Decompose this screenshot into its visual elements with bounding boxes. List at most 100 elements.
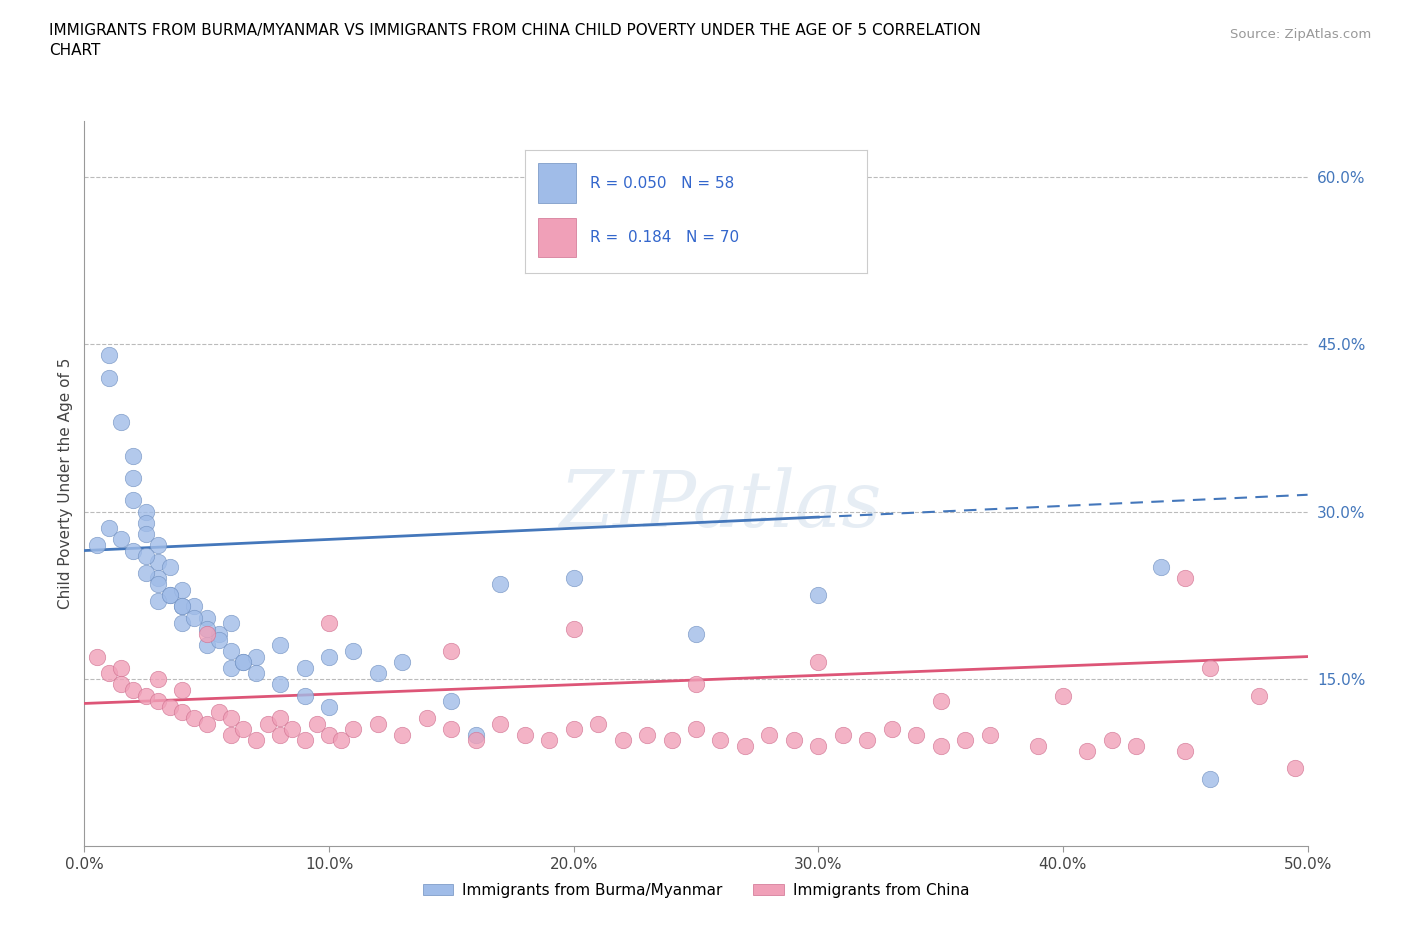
Point <box>929 738 952 753</box>
Point <box>232 655 254 670</box>
Point <box>110 660 132 675</box>
Point <box>245 649 267 664</box>
Point <box>612 733 634 748</box>
Point <box>464 733 486 748</box>
Point <box>146 577 169 591</box>
Point <box>342 722 364 737</box>
Point <box>195 627 218 642</box>
Point <box>269 711 291 725</box>
Point <box>330 733 353 748</box>
Point <box>636 727 658 742</box>
Point <box>586 716 609 731</box>
Point <box>146 571 169 586</box>
Point <box>172 582 194 597</box>
Point <box>219 660 242 675</box>
Point <box>219 644 242 658</box>
Point <box>122 493 145 508</box>
Point <box>219 616 242 631</box>
Point <box>342 644 364 658</box>
Point <box>122 471 145 485</box>
Y-axis label: Child Poverty Under the Age of 5: Child Poverty Under the Age of 5 <box>58 358 73 609</box>
Point <box>1198 772 1220 787</box>
Point <box>318 727 340 742</box>
Point <box>807 655 830 670</box>
Point <box>110 532 132 547</box>
Point <box>208 627 231 642</box>
Point <box>208 705 231 720</box>
Point <box>232 722 254 737</box>
Point <box>122 448 145 463</box>
Point <box>183 599 205 614</box>
Point <box>172 705 194 720</box>
Point <box>440 644 463 658</box>
Point <box>513 727 536 742</box>
Point <box>464 727 486 742</box>
Point <box>1052 688 1074 703</box>
Point <box>489 716 512 731</box>
Point <box>257 716 280 731</box>
Point <box>783 733 806 748</box>
Point <box>172 599 194 614</box>
Point <box>305 716 328 731</box>
Point <box>318 616 340 631</box>
Point <box>269 677 291 692</box>
Point <box>979 727 1001 742</box>
Point <box>146 593 169 608</box>
Point <box>856 733 879 748</box>
Point <box>86 538 108 552</box>
Point <box>135 688 157 703</box>
Point <box>146 694 169 709</box>
Point <box>159 699 181 714</box>
Point <box>195 621 218 636</box>
Point <box>685 677 707 692</box>
Point <box>734 738 756 753</box>
Point <box>183 711 205 725</box>
Point <box>146 671 169 686</box>
Point <box>146 554 169 569</box>
Point <box>318 649 340 664</box>
Point <box>1150 560 1173 575</box>
Point <box>391 727 413 742</box>
Point <box>831 727 853 742</box>
Point <box>367 666 389 681</box>
Point <box>294 733 316 748</box>
Point <box>97 666 120 681</box>
Point <box>219 711 242 725</box>
Point <box>1174 571 1197 586</box>
Point <box>110 677 132 692</box>
Point <box>122 543 145 558</box>
Point <box>159 588 181 603</box>
Text: Source: ZipAtlas.com: Source: ZipAtlas.com <box>1230 28 1371 41</box>
Point <box>97 348 120 363</box>
Point <box>146 538 169 552</box>
Point <box>440 694 463 709</box>
Point <box>929 694 952 709</box>
Point <box>245 666 267 681</box>
Point <box>232 655 254 670</box>
Point <box>1076 744 1098 759</box>
Point <box>1101 733 1123 748</box>
Point <box>807 588 830 603</box>
Point <box>135 526 157 541</box>
Point <box>391 655 413 670</box>
Point <box>159 588 181 603</box>
Point <box>208 632 231 647</box>
Point <box>318 699 340 714</box>
Point <box>562 571 585 586</box>
Text: IMMIGRANTS FROM BURMA/MYANMAR VS IMMIGRANTS FROM CHINA CHILD POVERTY UNDER THE A: IMMIGRANTS FROM BURMA/MYANMAR VS IMMIGRA… <box>49 23 981 58</box>
Point <box>1028 738 1050 753</box>
Text: ZIPatlas: ZIPatlas <box>560 467 882 543</box>
Point <box>294 688 316 703</box>
Point <box>709 733 731 748</box>
Point <box>1198 660 1220 675</box>
Point <box>135 565 157 580</box>
Point <box>135 504 157 519</box>
Point <box>440 722 463 737</box>
Point <box>219 727 242 742</box>
Point <box>953 733 976 748</box>
Point <box>367 716 389 731</box>
Point <box>195 638 218 653</box>
Point <box>685 722 707 737</box>
Point <box>172 599 194 614</box>
Point <box>294 660 316 675</box>
